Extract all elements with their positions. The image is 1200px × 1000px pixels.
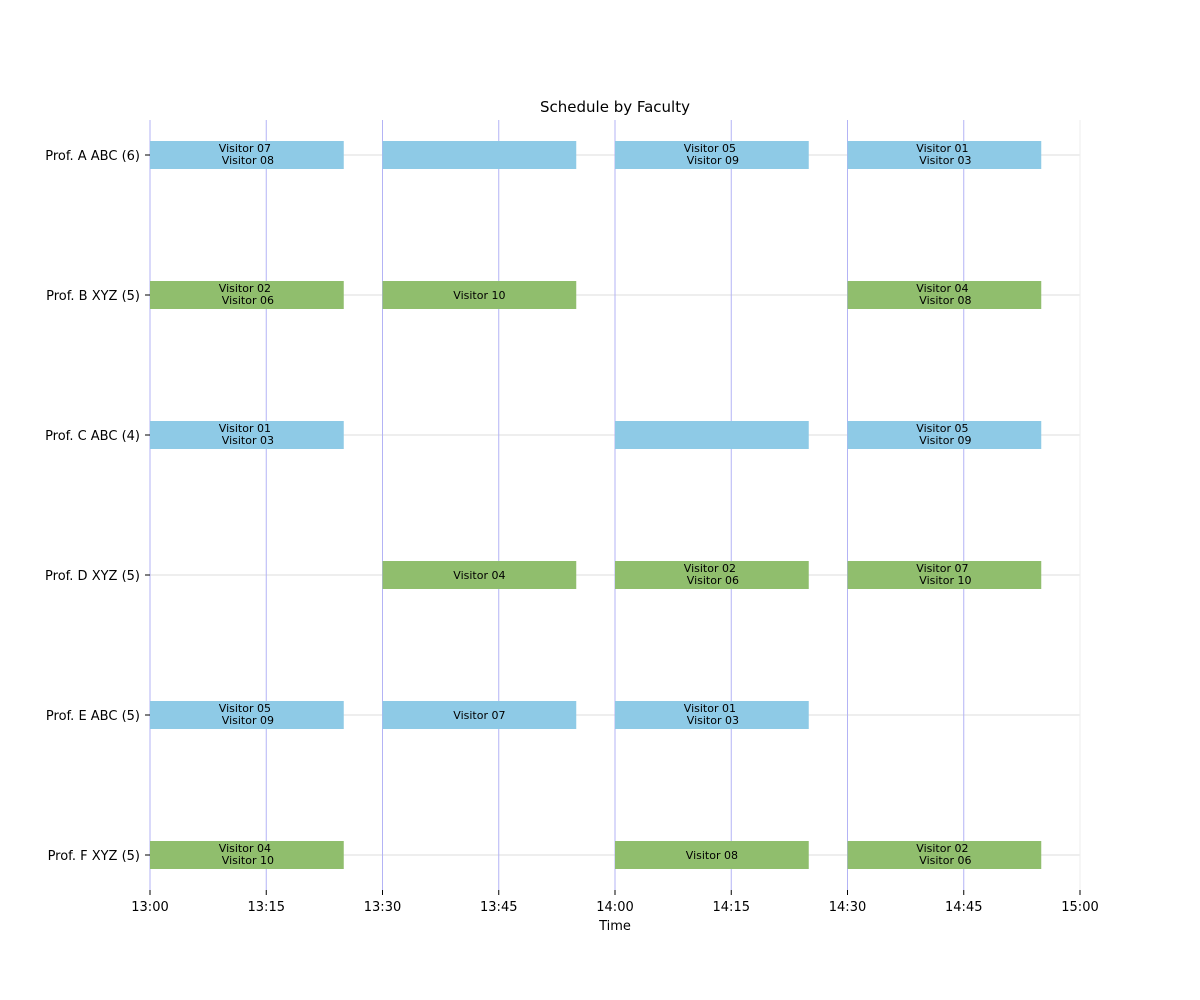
visitor-label: Visitor 04 bbox=[453, 569, 505, 582]
visitor-label: Visitor 10 bbox=[919, 574, 971, 587]
visitor-label: Visitor 05 bbox=[916, 422, 968, 435]
visitor-label: Visitor 03 bbox=[919, 154, 971, 167]
y-tick-label: Prof. C ABC (4) bbox=[45, 429, 140, 444]
schedule-bar bbox=[382, 701, 577, 729]
y-tick-label: Prof. A ABC (6) bbox=[45, 149, 140, 164]
schedule-bar bbox=[847, 561, 1042, 589]
schedule-bar bbox=[150, 701, 344, 729]
visitor-label: Visitor 09 bbox=[222, 714, 274, 727]
visitor-label: Visitor 01 bbox=[916, 142, 968, 155]
chart-title: Schedule by Faculty bbox=[540, 98, 690, 116]
visitor-label: Visitor 07 bbox=[453, 709, 505, 722]
visitor-label: Visitor 08 bbox=[686, 849, 738, 862]
x-tick-label: 14:30 bbox=[829, 900, 866, 915]
y-axis: Prof. A ABC (6) Prof. B XYZ (5) Prof. C AB… bbox=[45, 149, 150, 864]
schedule-bar bbox=[615, 561, 809, 589]
visitor-label: Visitor 02 bbox=[219, 282, 271, 295]
schedule-bar bbox=[847, 281, 1042, 309]
visitor-label: Visitor 08 bbox=[222, 154, 274, 167]
schedule-bar bbox=[847, 421, 1042, 449]
visitor-label: Visitor 02 bbox=[916, 842, 968, 855]
schedule-bar bbox=[615, 701, 809, 729]
x-tick-label: 14:00 bbox=[596, 900, 633, 915]
visitor-label: Visitor 03 bbox=[222, 434, 274, 447]
visitor-label: Visitor 04 bbox=[916, 282, 968, 295]
x-tick-label: 14:15 bbox=[713, 900, 750, 915]
visitor-label: Visitor 01 bbox=[219, 422, 271, 435]
schedule-bar bbox=[382, 561, 577, 589]
visitor-label: Visitor 04 bbox=[219, 842, 271, 855]
schedule-bar bbox=[615, 421, 809, 449]
schedule-bar bbox=[382, 141, 577, 169]
y-tick-label: Prof. E ABC (5) bbox=[46, 709, 140, 724]
schedule-bar bbox=[150, 841, 344, 869]
x-axis: 13:00 13:15 13:30 13:45 14:00 14:15 14:30 14:45… bbox=[131, 890, 1099, 915]
visitor-label: Visitor 06 bbox=[919, 854, 971, 867]
schedule-bar bbox=[615, 141, 809, 169]
visitor-label: Visitor 01 bbox=[684, 702, 736, 715]
visitor-label: Visitor 06 bbox=[687, 574, 739, 587]
x-tick-label: 13:00 bbox=[131, 900, 168, 915]
x-tick-label: 13:15 bbox=[248, 900, 285, 915]
x-tick-label: 15:00 bbox=[1061, 900, 1098, 915]
y-tick-label: Prof. B XYZ (5) bbox=[46, 289, 140, 304]
x-tick-label: 13:45 bbox=[480, 900, 517, 915]
y-tick-label: Prof. D XYZ (5) bbox=[45, 569, 140, 584]
visitor-label: Visitor 09 bbox=[687, 154, 739, 167]
schedule-bar bbox=[150, 281, 344, 309]
visitor-label: Visitor 02 bbox=[684, 562, 736, 575]
visitor-label: Visitor 07 bbox=[916, 562, 968, 575]
visitor-label: Visitor 07 bbox=[219, 142, 271, 155]
y-tick-label: Prof. F XYZ (5) bbox=[48, 849, 140, 864]
visitor-label: Visitor 09 bbox=[919, 434, 971, 447]
schedule-bar bbox=[847, 841, 1042, 869]
schedule-bar bbox=[150, 421, 344, 449]
x-tick-label: 14:45 bbox=[945, 900, 982, 915]
schedule-bar bbox=[150, 141, 344, 169]
x-axis-label: Time bbox=[598, 919, 631, 934]
x-tick-label: 13:30 bbox=[364, 900, 401, 915]
schedule-bar bbox=[847, 141, 1042, 169]
vertical-grid bbox=[149, 120, 1081, 890]
schedule-bar bbox=[382, 281, 577, 309]
visitor-label: Visitor 03 bbox=[687, 714, 739, 727]
visitor-label: Visitor 10 bbox=[453, 289, 505, 302]
visitor-label: Visitor 05 bbox=[219, 702, 271, 715]
visitor-label: Visitor 10 bbox=[222, 854, 274, 867]
visitor-label: Visitor 08 bbox=[919, 294, 971, 307]
visitor-label: Visitor 06 bbox=[222, 294, 274, 307]
visitor-label: Visitor 05 bbox=[684, 142, 736, 155]
schedule-bar bbox=[615, 841, 809, 869]
